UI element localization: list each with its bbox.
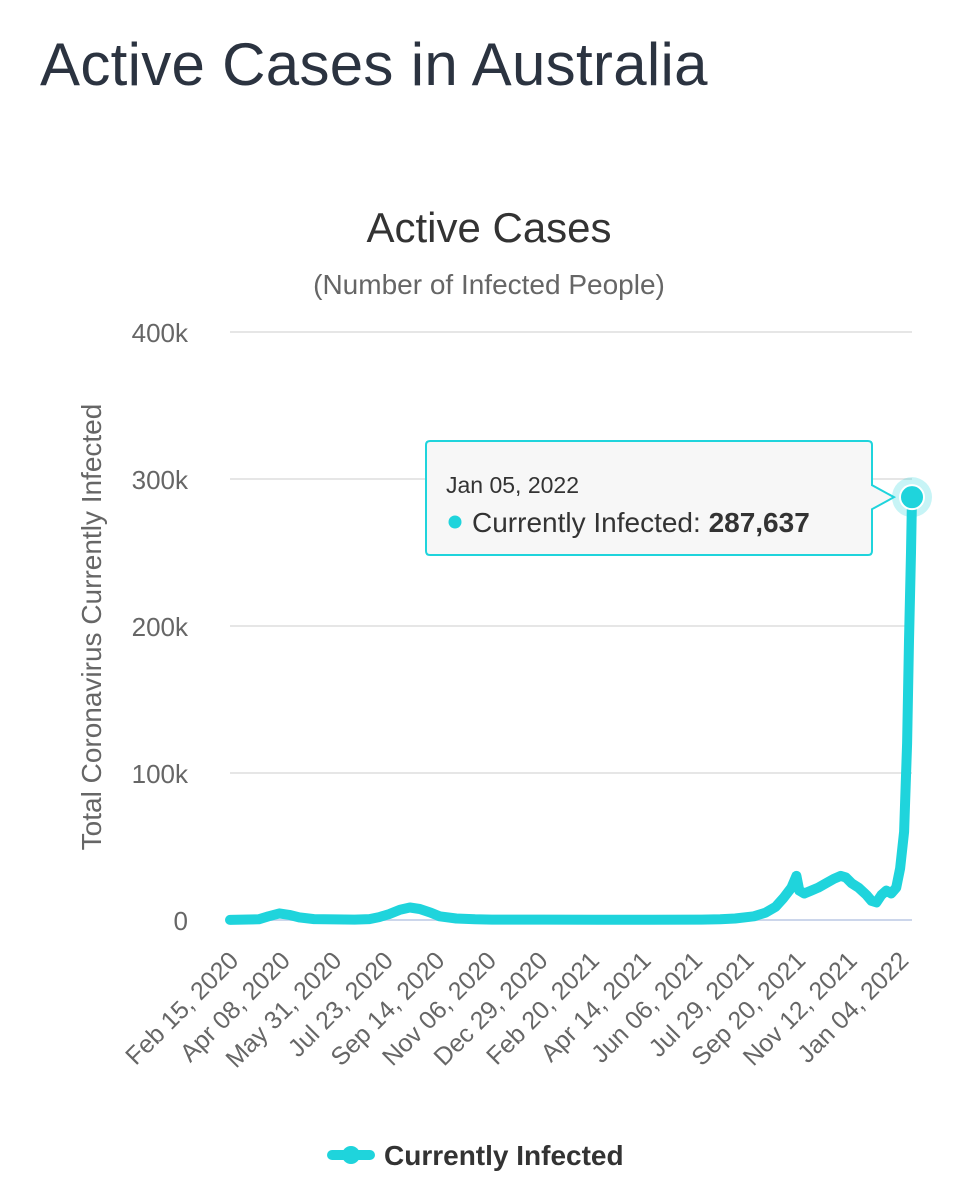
- y-tick-label: 0: [174, 906, 188, 936]
- tooltip-series-name: Currently Infected: [472, 507, 693, 538]
- series-currently-infected[interactable]: [225, 477, 932, 925]
- chart-title: Active Cases: [366, 204, 611, 251]
- legend[interactable]: Currently Infected: [327, 1140, 624, 1171]
- tooltip-box: [425, 440, 897, 556]
- grid-lines: [230, 331, 912, 921]
- y-tick-label: 400k: [132, 318, 189, 348]
- tooltip: Jan 05, 2022 Currently Infected: 287,637: [425, 440, 897, 556]
- y-axis-ticks: 0 100k 200k 300k 400k: [132, 318, 189, 936]
- tooltip-value: 287,637: [709, 507, 810, 538]
- legend-label[interactable]: Currently Infected: [384, 1140, 624, 1171]
- series-line[interactable]: [225, 492, 917, 925]
- tooltip-series-bullet: [448, 515, 462, 529]
- y-tick-label: 300k: [132, 465, 189, 495]
- legend-symbol-marker: [342, 1146, 360, 1164]
- y-tick-label: 200k: [132, 612, 189, 642]
- y-tick-label: 100k: [132, 759, 189, 789]
- tooltip-date: Jan 05, 2022: [446, 472, 579, 498]
- y-axis-title: Total Coronavirus Currently Infected: [76, 404, 107, 851]
- tooltip-colon: :: [693, 507, 709, 538]
- page-title: Active Cases in Australia: [40, 31, 708, 98]
- chart-subtitle: (Number of Infected People): [313, 269, 665, 300]
- tooltip-series-row: Currently Infected: 287,637: [472, 507, 810, 538]
- hover-point-marker[interactable]: [899, 484, 925, 511]
